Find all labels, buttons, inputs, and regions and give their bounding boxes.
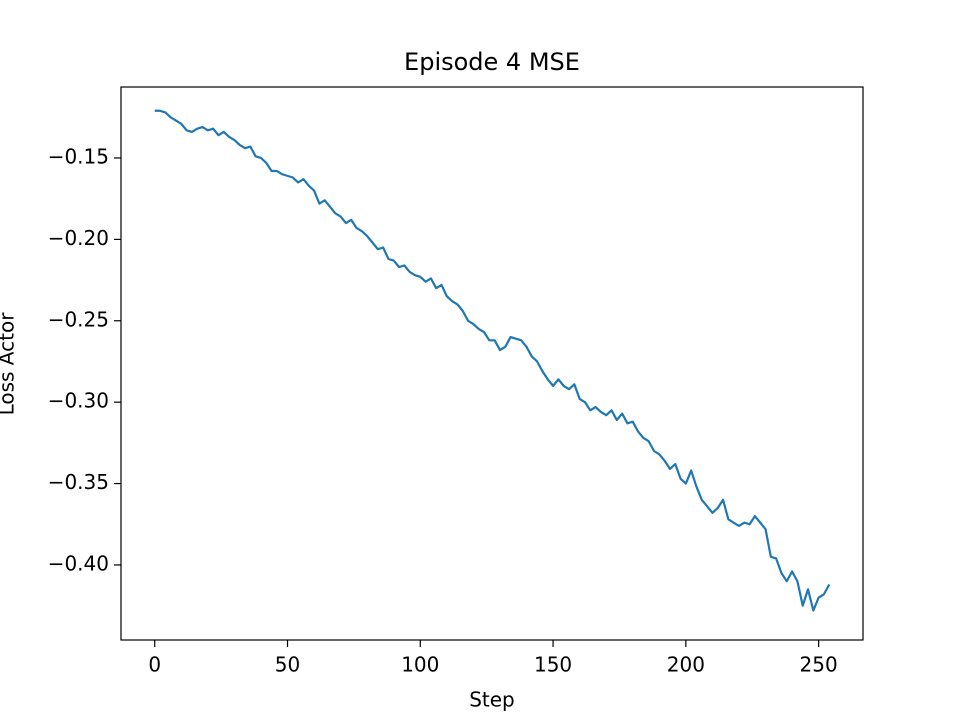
y-tick-label: −0.30 <box>48 389 109 413</box>
y-tick-label: −0.20 <box>48 226 109 250</box>
y-axis-label: Loss Actor <box>0 312 19 416</box>
x-tick-label: 100 <box>401 653 439 677</box>
data-line <box>154 109 831 612</box>
axes-frame <box>120 86 864 641</box>
x-axis-label: Step <box>469 688 515 712</box>
y-tick-label: −0.25 <box>48 307 109 331</box>
x-tick-label: 200 <box>667 653 705 677</box>
chart-title: Episode 4 MSE <box>404 48 580 76</box>
y-tick-label: −0.15 <box>48 144 109 168</box>
x-tick-label: 50 <box>275 653 300 677</box>
x-tick-label: 150 <box>534 653 572 677</box>
y-tick-label: −0.35 <box>48 470 109 494</box>
x-tick-label: 0 <box>148 653 161 677</box>
y-tick-label: −0.40 <box>48 551 109 575</box>
x-tick-label: 250 <box>800 653 838 677</box>
